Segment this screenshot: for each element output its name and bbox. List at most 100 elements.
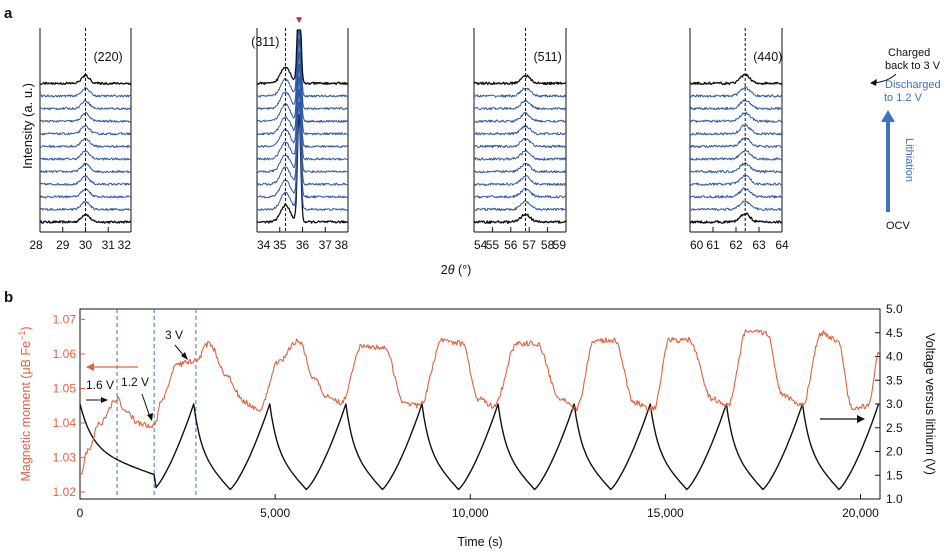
xrd-trace-440-8 [689,111,783,123]
xrd-trace-511-1 [473,200,567,212]
b-right-tick-label: 5.0 [886,302,903,316]
x-tick-label: 60 [690,238,704,252]
xrd-trace-440-0 [689,212,783,224]
b-x-tick-label: 0 [77,506,84,520]
xrd-trace-511-9 [473,99,567,111]
substrate-peak-marker: ▼ [294,15,304,26]
xrd-trace-440-3 [689,174,783,186]
b-right-tick-label: 3.5 [886,373,903,387]
b-x-tick-label: 10,000 [452,506,489,520]
xrd-trace-440-9 [689,99,783,111]
xrd-trace-440-7 [689,124,783,136]
peak-label-440: (440) [753,50,782,64]
xrd-trace-220-8 [39,111,132,123]
x-tick-label: 30 [79,238,93,252]
x-tick-label: 55 [486,238,500,252]
xrd-trace-511-4 [473,162,567,174]
xrd-trace-511-11 [473,74,567,86]
xrd-trace-311-5 [257,51,349,161]
x-tick-label: 64 [775,238,789,252]
voltage-series [79,403,880,491]
charged-arrowhead [870,79,877,86]
xrd-trace-440-11 [689,73,783,86]
xrd-trace-440-5 [689,150,783,161]
x-tick-label: 31 [102,238,116,252]
b-right-tick-label: 1.5 [886,468,903,482]
xrd-trace-511-10 [473,87,567,98]
magnetic-moment-series [79,329,881,475]
lithiation-label: Lithiation [903,138,915,182]
b-right-tick-label: 4.0 [886,350,903,364]
xrd-trace-511-3 [473,175,567,186]
b-left-tick-label: 1.03 [53,451,77,465]
panel-b-ylabel-left: Magnetic moment (μB Fe−1) [17,326,33,481]
peak-label-511: (511) [534,50,562,64]
xrd-trace-511-7 [473,125,567,136]
xrd-trace-311-10 [256,29,349,98]
annot-3v: 3 V [165,328,183,342]
xrd-trace-511-8 [473,112,567,123]
x-tick-label: 54 [474,238,488,252]
x-tick-label: 37 [319,238,333,252]
xrd-trace-311-11 [256,29,349,86]
panel-b: b 0 5,000 10,000 15,000 20,000 1.02 1.03 1.04 1.… [4,289,937,549]
panel-b-ticks: 0 5,000 10,000 15,000 20,0001.021.031.041.05… [53,302,903,520]
panel-a-xlabel: 2θ (°) [441,263,472,277]
annot-3v-arrow [174,344,185,357]
subpanel-311: 34 35 36 37 38 (311) ▼ [251,15,349,252]
b-right-tick-label: 4.5 [886,326,903,340]
b-x-tick-label: 15,000 [647,506,684,520]
peak-label-311: (311) [251,35,279,49]
annot-1-2v-arrowhead [147,413,153,421]
xrd-trace-311-6 [256,37,349,148]
x-tick-label: 56 [504,238,518,252]
x-tick-label: 57 [523,238,537,252]
x-tick-label: 62 [729,238,743,252]
ocv-label: OCV [886,220,911,232]
b-x-tick-label: 20,000 [842,506,879,520]
panel-a-label: a [4,5,13,22]
discharged-label-2: to 1.2 V [884,92,923,104]
x-tick-label: 59 [553,238,567,252]
panel-b-ylabel-right: Voltage versus lithium (V) [923,333,937,475]
x-tick-label: 58 [541,238,555,252]
b-right-tick-label: 2.0 [886,445,903,459]
xrd-trace-511-5 [473,150,567,161]
x-tick-label: 38 [335,238,349,252]
annot-3v-arrowhead [181,352,188,360]
panel-b-series [79,309,881,499]
xrd-trace-311-3 [256,76,349,186]
xrd-trace-511-6 [473,137,567,149]
lithiation-arrow-head [881,110,895,122]
annot-1-6v: 1.6 V [86,378,114,392]
b-left-tick-label: 1.05 [53,381,77,395]
panel-b-frame [79,308,881,500]
xrd-trace-511-0 [473,213,567,224]
xrd-trace-220-1 [39,201,132,211]
left-axis-arrowhead [86,363,94,371]
b-right-tick-label: 2.5 [886,421,903,435]
discharged-label-1: Discharged [885,79,941,91]
b-right-tick-label: 1.0 [886,492,903,506]
xrd-trace-440-1 [689,200,783,212]
xrd-trace-440-10 [689,86,783,98]
b-left-tick-label: 1.07 [53,312,77,326]
charged-label-1: Charged [888,47,930,59]
xrd-trace-311-0 [256,114,349,224]
panel-b-xlabel: Time (s) [457,535,502,549]
x-tick-label: 28 [29,238,43,252]
xrd-trace-440-6 [689,137,783,149]
xrd-trace-311-9 [256,29,349,111]
x-tick-label: 61 [706,238,720,252]
xrd-trace-440-2 [689,187,783,199]
b-left-tick-label: 1.04 [53,416,77,430]
x-tick-label: 29 [56,238,70,252]
xrd-trace-311-7 [256,29,349,136]
x-tick-label: 63 [752,238,766,252]
panel-a-ylabel: Intensity (a. u.) [20,83,35,169]
xrd-trace-220-5 [39,150,132,161]
xrd-trace-311-1 [256,101,349,211]
annot-1-2v-arrow [141,393,151,418]
b-left-tick-label: 1.02 [53,485,77,499]
